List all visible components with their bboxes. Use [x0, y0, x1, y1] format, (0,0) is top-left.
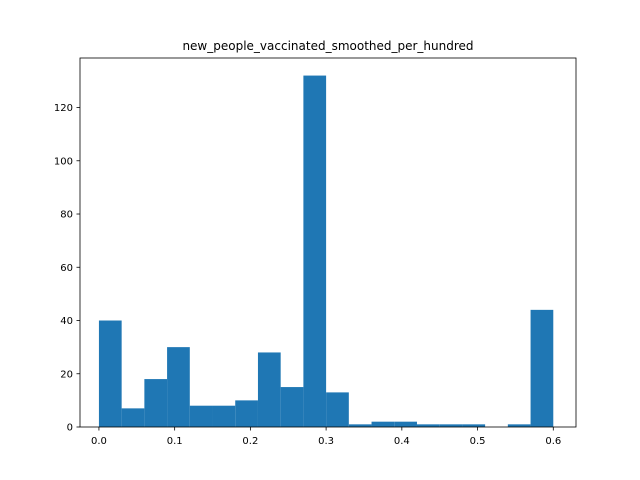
- histogram-bar: [303, 75, 327, 428]
- y-tick-label: 20: [60, 369, 73, 380]
- histogram-bar: [530, 309, 554, 427]
- histogram-bar: [144, 379, 168, 427]
- y-tick-label: 100: [54, 156, 73, 167]
- histogram-bar: [189, 405, 213, 427]
- histogram-bar: [439, 424, 463, 427]
- histogram-bar: [98, 320, 122, 427]
- histogram-bar: [235, 400, 258, 427]
- x-tick-label: 0.0: [91, 436, 107, 447]
- histogram-bar: [348, 424, 372, 427]
- histogram-bar: [371, 421, 395, 427]
- histogram-bar: [326, 392, 349, 427]
- histogram-bar: [280, 387, 304, 427]
- histogram-bar: [212, 405, 236, 427]
- y-tick-label: 0: [67, 423, 73, 434]
- histogram-bar: [257, 352, 281, 427]
- y-tick-label: 80: [60, 210, 73, 221]
- x-tick-label: 0.5: [470, 436, 486, 447]
- y-tick-label: 40: [60, 316, 73, 327]
- x-axis-ticks: 0.0 0.1 0.2 0.3 0.4 0.5 0.6: [91, 427, 561, 447]
- x-tick-label: 0.1: [167, 436, 183, 447]
- histogram-bar: [462, 424, 486, 427]
- y-axis-ticks: 0 20 40 60 80 100 120: [54, 103, 80, 434]
- chart-title: new_people_vaccinated_smoothed_per_hundr…: [182, 39, 473, 53]
- x-tick-label: 0.2: [242, 436, 258, 447]
- bars-group: [98, 75, 554, 428]
- x-tick-label: 0.3: [318, 436, 334, 447]
- histogram-bar: [121, 408, 145, 427]
- histogram-bar: [416, 424, 440, 427]
- plot-frame: [79, 57, 577, 428]
- y-tick-label: 120: [54, 103, 73, 114]
- x-tick-label: 0.6: [545, 436, 561, 447]
- histogram-bar: [167, 347, 190, 427]
- y-tick-label: 60: [60, 263, 73, 274]
- x-tick-label: 0.4: [394, 436, 410, 447]
- histogram-bar: [394, 421, 417, 427]
- histogram-bar: [507, 424, 531, 427]
